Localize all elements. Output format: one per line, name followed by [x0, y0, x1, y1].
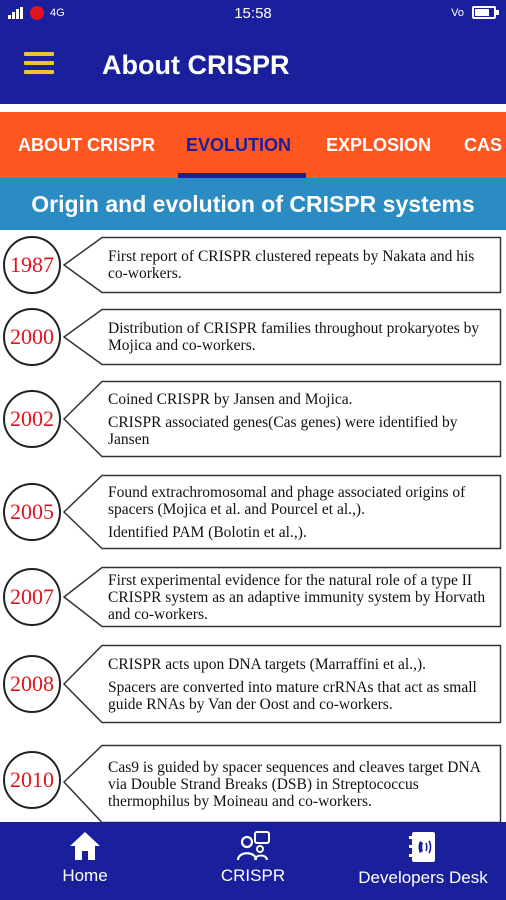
- timeline-text: Identified PAM (Bolotin et al.,).: [108, 523, 307, 541]
- timeline-entry-2005: 2005 Found extrachromosomal and phage as…: [0, 474, 506, 550]
- nav-crispr-label: CRISPR: [220, 866, 286, 885]
- timeline-text: Cas9 is guided by spacer sequences and c…: [108, 758, 481, 810]
- tab-about-crispr[interactable]: ABOUT CRISPR: [18, 135, 156, 155]
- tab-indicator: [178, 173, 306, 178]
- timeline-list[interactable]: 1987 First report of CRISPR clustered re…: [0, 230, 506, 822]
- nav-crispr[interactable]: CRISPR: [198, 822, 308, 900]
- people-icon: [236, 831, 270, 861]
- home-icon: [70, 832, 100, 860]
- status-left: 4G: [8, 6, 65, 20]
- bottom-nav: Home CRISPR Developers Desk: [0, 822, 506, 900]
- timeline-text: Distribution of CRISPR families througho…: [108, 320, 480, 354]
- divider: [0, 104, 506, 112]
- app-bar: About CRISPR: [0, 28, 506, 104]
- year-badge: 2005: [3, 483, 61, 541]
- callout-box: First report of CRISPR clustered repeats…: [62, 236, 502, 294]
- timeline-text: First experimental evidence for the natu…: [108, 571, 486, 623]
- status-right: Vo: [451, 6, 499, 19]
- nav-developers-desk-label: Developers Desk: [358, 868, 488, 887]
- nav-home-label: Home: [62, 866, 108, 885]
- year-badge: 2000: [3, 308, 61, 366]
- timeline-entry-2002: 2002 Coined CRISPR by Jansen and Mojica.…: [0, 380, 506, 458]
- callout-box: Found extrachromosomal and phage associa…: [62, 474, 502, 550]
- callout-box: First experimental evidence for the natu…: [62, 566, 502, 628]
- timeline-entry-2007: 2007 First experimental evidence for the…: [0, 566, 506, 628]
- nav-home[interactable]: Home: [30, 822, 140, 900]
- year-badge: 2010: [3, 751, 61, 809]
- tab-explosion[interactable]: EXPLOSION: [326, 135, 432, 155]
- timeline-text: Spacers are converted into mature crRNAs…: [108, 678, 477, 713]
- tab-cas[interactable]: CAS: [464, 135, 503, 155]
- hamburger-menu-icon[interactable]: [24, 52, 54, 78]
- year-badge: 1987: [3, 236, 61, 294]
- section-title: Origin and evolution of CRISPR systems: [0, 178, 506, 230]
- timeline-text: Coined CRISPR by Jansen and Mojica.: [108, 390, 353, 408]
- status-time: 15:58: [234, 5, 272, 22]
- volte-label: Vo: [451, 6, 464, 19]
- page-title: About CRISPR: [102, 50, 290, 80]
- carrier-badge: [30, 6, 44, 20]
- timeline-text: Found extrachromosomal and phage associa…: [108, 483, 466, 518]
- timeline-text: CRISPR associated genes(Cas genes) were …: [108, 413, 458, 448]
- network-label: 4G: [50, 7, 65, 19]
- nav-developers-desk[interactable]: Developers Desk: [350, 822, 496, 900]
- callout-box: Distribution of CRISPR families througho…: [62, 308, 502, 366]
- timeline-entry-2010: 2010 Cas9 is guided by spacer sequences …: [0, 744, 506, 822]
- status-bar: 4G 15:58 Vo: [0, 0, 506, 28]
- timeline-entry-2008: 2008 CRISPR acts upon DNA targets (Marra…: [0, 644, 506, 724]
- year-badge: 2002: [3, 390, 61, 448]
- signal-icon: [8, 7, 23, 19]
- callout-box: Cas9 is guided by spacer sequences and c…: [62, 744, 502, 822]
- timeline-text: First report of CRISPR clustered repeats…: [108, 248, 475, 282]
- year-badge: 2007: [3, 568, 61, 626]
- battery-icon: [472, 6, 499, 19]
- callout-box: CRISPR acts upon DNA targets (Marraffini…: [62, 644, 502, 724]
- callout-box: Coined CRISPR by Jansen and Mojica. CRIS…: [62, 380, 502, 458]
- tab-bar: ABOUT CRISPR EVOLUTION EXPLOSION CAS: [0, 112, 506, 178]
- year-badge: 2008: [3, 655, 61, 713]
- timeline-entry-2000: 2000 Distribution of CRISPR families thr…: [0, 308, 506, 366]
- tab-evolution[interactable]: EVOLUTION: [186, 135, 292, 155]
- contact-book-icon: [409, 832, 435, 862]
- timeline-text: CRISPR acts upon DNA targets (Marraffini…: [108, 655, 426, 673]
- timeline-entry-1987: 1987 First report of CRISPR clustered re…: [0, 236, 506, 294]
